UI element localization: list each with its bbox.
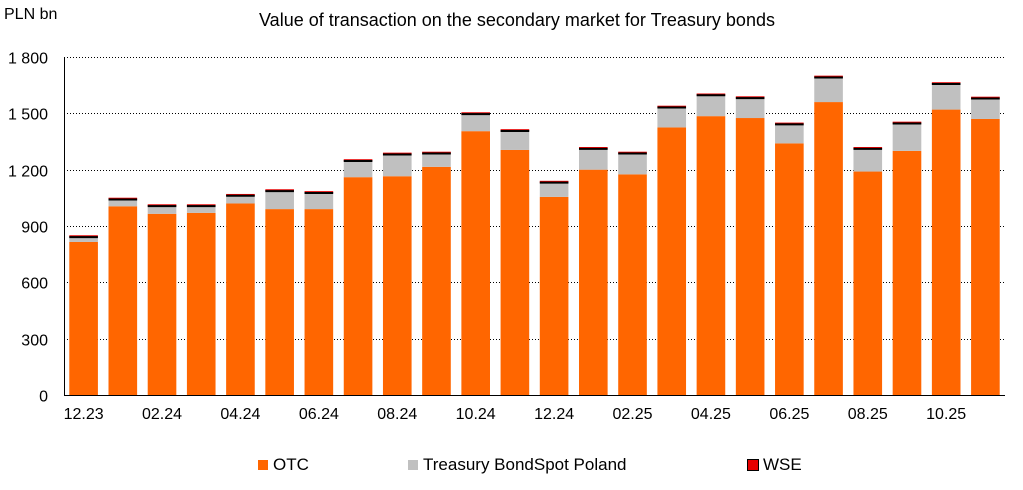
bar-treasury-bondspot-poland <box>618 153 647 175</box>
y-unit-label: PLN bn <box>4 6 57 23</box>
bar-treasury-bondspot-poland <box>775 124 804 144</box>
bar-otc <box>382 176 412 395</box>
bar-treasury-bondspot-poland <box>304 193 334 210</box>
bar-treasury-bondspot-poland <box>579 149 608 170</box>
bar-treasury-bondspot-poland <box>382 154 412 177</box>
bar-treasury-bondspot-poland <box>696 95 726 117</box>
axes: 0 300 600 900 1 200 1 500 1 800 12.23 02.24 04.24… <box>8 51 1005 423</box>
y-tick-label: 1 500 <box>8 107 48 124</box>
bar-treasury-bondspot-poland <box>892 123 922 151</box>
legend: OTC Treasury BondSpot Poland WSE <box>0 455 1023 479</box>
bar-treasury-bondspot-poland <box>814 77 843 103</box>
bar-otc <box>735 118 765 396</box>
x-tick-label: 08.24 <box>377 406 417 423</box>
gridlines <box>64 57 1005 340</box>
bar-otc <box>814 102 843 396</box>
bar-otc <box>343 177 373 395</box>
x-tick-label: 10.25 <box>926 406 966 423</box>
bar-treasury-bondspot-poland <box>853 149 883 172</box>
bar-otc <box>304 209 334 395</box>
y-tick-label: 1 800 <box>8 51 48 68</box>
bar-otc <box>108 206 138 395</box>
x-tick-label: 06.25 <box>769 406 809 423</box>
x-tick-label: 08.25 <box>848 406 888 423</box>
bar-otc <box>696 116 726 396</box>
bar-otc <box>579 169 608 395</box>
bar-treasury-bondspot-poland <box>931 84 961 110</box>
y-tick-label: 600 <box>21 276 48 293</box>
chart-title: Value of transaction on the secondary ma… <box>259 10 775 30</box>
bar-otc <box>422 166 451 395</box>
bar-otc <box>69 241 98 395</box>
bar-otc <box>657 127 687 396</box>
bar-treasury-bondspot-poland <box>735 98 765 119</box>
bar-otc <box>618 174 647 395</box>
bar-otc <box>500 149 530 395</box>
bar-treasury-bondspot-poland <box>69 237 98 242</box>
bar-otc <box>186 212 216 395</box>
bar-otc <box>461 131 490 395</box>
bar-treasury-bondspot-poland <box>147 206 177 214</box>
bar-treasury-bondspot-poland <box>226 195 255 204</box>
legend-item-bondspot: Treasury BondSpot Poland <box>408 455 627 475</box>
bar-otc <box>931 109 961 396</box>
y-tick-label: 300 <box>21 333 48 350</box>
bar-otc <box>265 209 294 395</box>
x-tick-label: 04.24 <box>220 406 260 423</box>
bar-otc <box>892 150 922 395</box>
legend-label-wse: WSE <box>763 455 802 474</box>
x-tick-label: 02.25 <box>612 406 652 423</box>
bar-treasury-bondspot-poland <box>343 161 373 178</box>
bar-treasury-bondspot-poland <box>539 182 569 197</box>
bar-treasury-bondspot-poland <box>186 206 216 213</box>
x-tick-label: 04.25 <box>691 406 731 423</box>
bar-treasury-bondspot-poland <box>265 191 294 210</box>
legend-item-otc: OTC <box>258 455 309 475</box>
bar-treasury-bondspot-poland <box>461 114 490 132</box>
y-tick-label: 0 <box>39 389 48 406</box>
x-tick-label: 02.24 <box>142 406 182 423</box>
bar-otc <box>147 213 177 395</box>
bar-treasury-bondspot-poland <box>971 98 1000 119</box>
x-tick-label: 12.23 <box>64 406 104 423</box>
bars <box>69 75 1000 396</box>
y-tick-label: 900 <box>21 220 48 237</box>
bar-otc <box>971 118 1000 395</box>
x-tick-label: 06.24 <box>299 406 339 423</box>
x-tick-label: 12.24 <box>534 406 574 423</box>
legend-label-bondspot: Treasury BondSpot Poland <box>423 455 627 474</box>
x-tick-label: 10.24 <box>456 406 496 423</box>
legend-swatch-wse <box>747 459 759 471</box>
legend-label-otc: OTC <box>273 455 309 474</box>
bar-treasury-bondspot-poland <box>422 153 451 167</box>
bar-treasury-bondspot-poland <box>657 107 687 128</box>
bar-otc <box>226 203 255 395</box>
bar-treasury-bondspot-poland <box>500 131 530 150</box>
bar-otc <box>853 171 883 395</box>
legend-item-wse: WSE <box>747 455 802 475</box>
bar-treasury-bondspot-poland <box>108 199 138 207</box>
legend-swatch-bondspot <box>408 460 418 470</box>
bar-otc <box>539 196 569 395</box>
y-tick-label: 1 200 <box>8 164 48 181</box>
legend-swatch-otc <box>258 460 268 470</box>
bar-otc <box>775 143 804 395</box>
